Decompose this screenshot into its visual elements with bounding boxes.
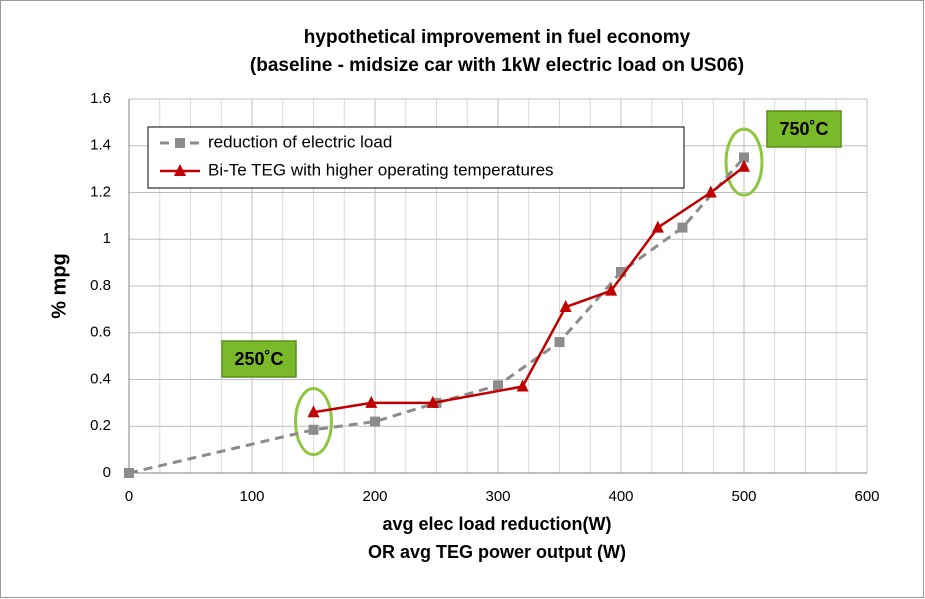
y-tick-label: 1.6 [90, 90, 111, 107]
annotation-ellipse [724, 127, 764, 197]
y-tick-label: 0.6 [90, 324, 111, 341]
y-tick-label: 1.4 [90, 137, 111, 154]
point [426, 395, 439, 408]
legend-label: reduction of electric load [208, 132, 392, 151]
y-tick-label: 0.4 [90, 370, 111, 387]
x-tick-label: 400 [608, 488, 633, 505]
x-axis-label: avg elec load reduction(W) [382, 514, 611, 534]
point [516, 379, 529, 392]
legend-marker [174, 164, 186, 176]
y-tick-label: 0.8 [90, 277, 111, 294]
point [365, 395, 378, 408]
y-tick-label: 1 [103, 230, 111, 247]
annotation-box [766, 110, 842, 148]
chart-title: (baseline - midsize car with 1kW electri… [250, 55, 744, 76]
point [738, 159, 750, 172]
x-tick-label: 300 [485, 488, 510, 505]
point [307, 405, 320, 418]
point [493, 380, 503, 391]
y-tick-label: 0.2 [90, 417, 111, 434]
legend-marker [175, 138, 185, 148]
y-tick-label: 0 [103, 464, 111, 481]
point [739, 152, 749, 163]
point [370, 416, 380, 427]
annotation-label: 750˚C [779, 119, 828, 139]
point [554, 337, 565, 348]
point [605, 283, 618, 296]
point [677, 222, 688, 233]
x-tick-label: 200 [362, 488, 387, 505]
point [651, 220, 664, 233]
x-tick-label: 0 [125, 488, 133, 505]
annotation-label: 250˚C [234, 349, 283, 369]
x-tick-label: 100 [239, 488, 264, 505]
point [559, 300, 572, 313]
annotation-box [221, 340, 297, 378]
x-axis-label: OR avg TEG power output (W) [368, 542, 626, 562]
legend-label: Bi-Te TEG with higher operating temperat… [208, 160, 554, 179]
y-axis-label: % mpg [48, 253, 70, 319]
chart-title: hypothetical improvement in fuel economy [304, 27, 691, 48]
point [704, 185, 717, 198]
x-tick-label: 600 [854, 488, 879, 505]
point [308, 424, 319, 435]
legend-box [147, 126, 685, 189]
annotation-ellipse [294, 387, 333, 457]
point [616, 266, 626, 277]
point [124, 468, 134, 478]
x-tick-label: 500 [731, 488, 756, 505]
y-tick-label: 1.2 [90, 183, 111, 200]
